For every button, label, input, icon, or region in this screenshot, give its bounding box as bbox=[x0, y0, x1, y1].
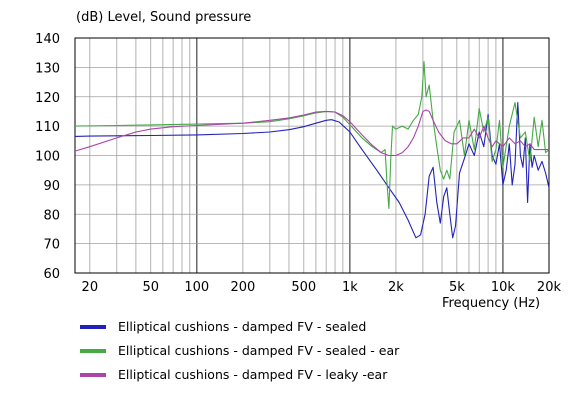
x-tick-label: 200 bbox=[230, 280, 255, 295]
x-tick-label: 500 bbox=[291, 280, 316, 295]
x-tick-label: 1k bbox=[342, 280, 358, 295]
y-tick-label: 80 bbox=[43, 208, 60, 223]
legend-swatch bbox=[80, 349, 106, 353]
y-tick-label: 90 bbox=[43, 179, 60, 194]
legend-label: Elliptical cushions - damped FV - leaky … bbox=[118, 367, 388, 382]
series-line-1 bbox=[74, 102, 550, 239]
x-axis-label: Frequency (Hz) bbox=[442, 296, 540, 311]
y-axis-label: (dB) Level, Sound pressure bbox=[76, 10, 251, 25]
legend-swatch bbox=[80, 325, 106, 329]
x-tick-label: 2k bbox=[388, 280, 404, 295]
y-tick-label: 110 bbox=[35, 120, 60, 135]
legend-label: Elliptical cushions - damped FV - sealed… bbox=[118, 343, 400, 358]
series-lines bbox=[74, 60, 550, 239]
y-tick-label: 140 bbox=[35, 32, 60, 47]
legend-swatch bbox=[80, 373, 106, 377]
y-tick-label: 100 bbox=[35, 150, 60, 165]
x-tick-label: 50 bbox=[142, 280, 159, 295]
legend-label: Elliptical cushions - damped FV - sealed bbox=[118, 319, 366, 334]
tick-labels: 60 70 80 90 100 110 120 130 140 20 50 100 200 500 1k 2k… bbox=[35, 32, 561, 295]
x-tick-label: 10k bbox=[491, 280, 516, 295]
grid bbox=[75, 38, 549, 273]
x-tick-label: 5k bbox=[449, 280, 465, 295]
y-tick-label: 130 bbox=[35, 61, 60, 76]
x-tick-label: 20 bbox=[82, 280, 99, 295]
y-tick-label: 70 bbox=[43, 238, 60, 253]
x-tick-label: 20k bbox=[537, 280, 562, 295]
y-tick-label: 120 bbox=[35, 91, 60, 106]
x-tick-label: 100 bbox=[184, 280, 209, 295]
y-tick-label: 60 bbox=[43, 267, 60, 282]
legend: Elliptical cushions - damped FV - sealed… bbox=[80, 319, 400, 382]
plot-area bbox=[74, 37, 550, 274]
series-line-3 bbox=[74, 109, 549, 157]
